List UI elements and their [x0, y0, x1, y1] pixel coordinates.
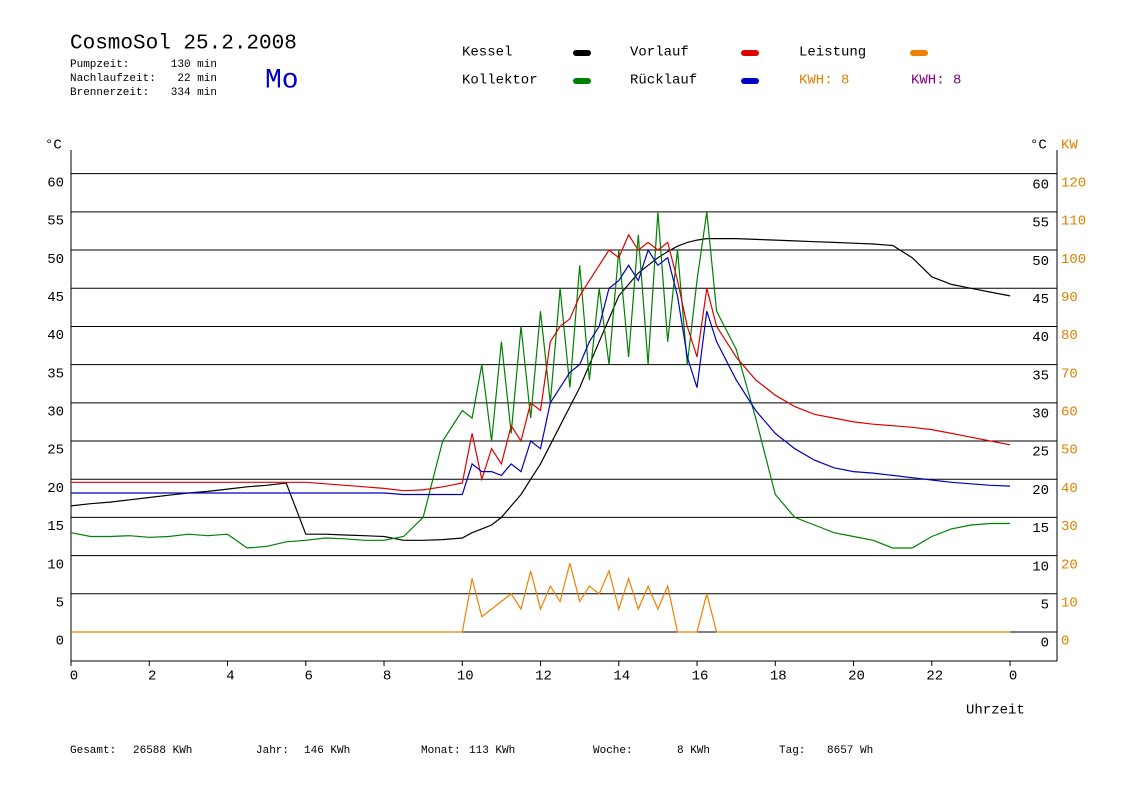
y-tick-label-right: 50: [1032, 254, 1049, 270]
y-tick-label: 0: [56, 634, 64, 650]
x-tick-label: 8: [383, 669, 391, 685]
y-tick-label: 25: [47, 443, 64, 459]
y2-tick-label: 100: [1061, 252, 1086, 268]
y-tick-label: 40: [47, 328, 64, 344]
y2-tick-label: 20: [1061, 557, 1078, 573]
info-label: Brennerzeit:: [70, 87, 149, 99]
info-label: Pumpzeit:: [70, 59, 129, 71]
y-tick-label-right: 15: [1032, 521, 1049, 537]
y2-tick-label: 50: [1061, 443, 1078, 459]
legend-label: Rücklauf: [630, 73, 697, 89]
series-line: [70, 238, 1011, 541]
y-tick-label-right: 20: [1032, 483, 1049, 499]
footer-label: Jahr:: [256, 745, 289, 757]
footer-label: Tag:: [779, 745, 805, 757]
x-tick-label: 2: [148, 669, 156, 685]
y2-tick-label: 0: [1061, 634, 1069, 650]
y2-tick-label: 120: [1061, 175, 1086, 191]
y-tick-label: 35: [47, 366, 64, 382]
y-tick-label: 20: [47, 481, 64, 497]
y-tick-label: 10: [47, 557, 64, 573]
footer-label: Woche:: [593, 745, 633, 757]
x-tick-label: 6: [305, 669, 313, 685]
y-tick-label-right: 40: [1032, 330, 1049, 346]
footer-value: 8657 Wh: [827, 745, 873, 757]
x-tick-label: 18: [770, 669, 787, 685]
info-value: 130 min: [171, 59, 217, 71]
y2-tick-label: 60: [1061, 405, 1078, 421]
series-line: [70, 211, 1010, 549]
legend-label: Vorlauf: [630, 45, 689, 61]
x-tick-label: 20: [848, 669, 865, 685]
footer-label: Monat:: [421, 745, 461, 757]
x-tick-label: 12: [535, 669, 552, 685]
legend-label: Kessel: [462, 45, 512, 61]
series-line: [71, 248, 1011, 496]
y-unit-right: °C: [1030, 138, 1047, 154]
y-tick-label: 5: [56, 595, 64, 611]
y2-tick-label: 80: [1061, 328, 1078, 344]
x-tick-label: 14: [613, 669, 630, 685]
y2-tick-label: 40: [1061, 481, 1078, 497]
footer-label: Gesamt:: [70, 745, 116, 757]
y2-unit: KW: [1061, 138, 1078, 154]
x-label: Uhrzeit: [966, 703, 1025, 719]
title: CosmoSol 25.2.2008: [70, 33, 297, 56]
y-tick-label: 30: [47, 405, 64, 421]
x-tick-label: 22: [926, 669, 943, 685]
y-tick-label-right: 60: [1032, 177, 1049, 193]
legend-label: Leistung: [799, 45, 866, 61]
y2-tick-label: 10: [1061, 595, 1078, 611]
y2-tick-label: 90: [1061, 290, 1078, 306]
series-line: [71, 563, 1010, 633]
y2-tick-label: 110: [1061, 214, 1086, 230]
y-tick-label-right: 0: [1041, 636, 1049, 652]
kwh-label: KWH: 8: [911, 73, 961, 89]
x-tick-label: 10: [457, 669, 474, 685]
x-tick-label: 4: [226, 669, 234, 685]
y-tick-label: 45: [47, 290, 64, 306]
y2-tick-label: 70: [1061, 366, 1078, 382]
y-tick-label-right: 10: [1032, 559, 1049, 575]
y-tick-label-right: 55: [1032, 216, 1049, 232]
y-tick-label-right: 25: [1032, 445, 1049, 461]
y-tick-label-right: 30: [1032, 407, 1049, 423]
footer-value: 146 KWh: [304, 745, 350, 757]
y2-tick-label: 30: [1061, 519, 1078, 535]
kwh-label: KWH: 8: [799, 73, 849, 89]
x-tick-label: 0: [1009, 669, 1017, 685]
x-tick-label: 0: [70, 669, 78, 685]
day: Mo: [265, 65, 299, 96]
y-tick-label-right: 45: [1032, 292, 1049, 308]
x-tick-label: 16: [692, 669, 709, 685]
y-unit: °C: [45, 138, 62, 154]
y-tick-label-right: 5: [1041, 597, 1049, 613]
y-tick-label: 60: [47, 175, 64, 191]
y-tick-label-right: 35: [1032, 368, 1049, 384]
legend-label: Kollektor: [462, 73, 538, 89]
info-value: 22 min: [177, 73, 217, 85]
series-line: [71, 233, 1011, 492]
info-label: Nachlaufzeit:: [70, 73, 156, 85]
y-tick-label: 15: [47, 519, 64, 535]
y-tick-label: 50: [47, 252, 64, 268]
footer-value: 113 KWh: [469, 745, 515, 757]
footer-value: 8 KWh: [677, 745, 710, 757]
y-tick-label: 55: [47, 214, 64, 230]
footer-value: 26588 KWh: [133, 745, 192, 757]
info-value: 334 min: [171, 87, 217, 99]
